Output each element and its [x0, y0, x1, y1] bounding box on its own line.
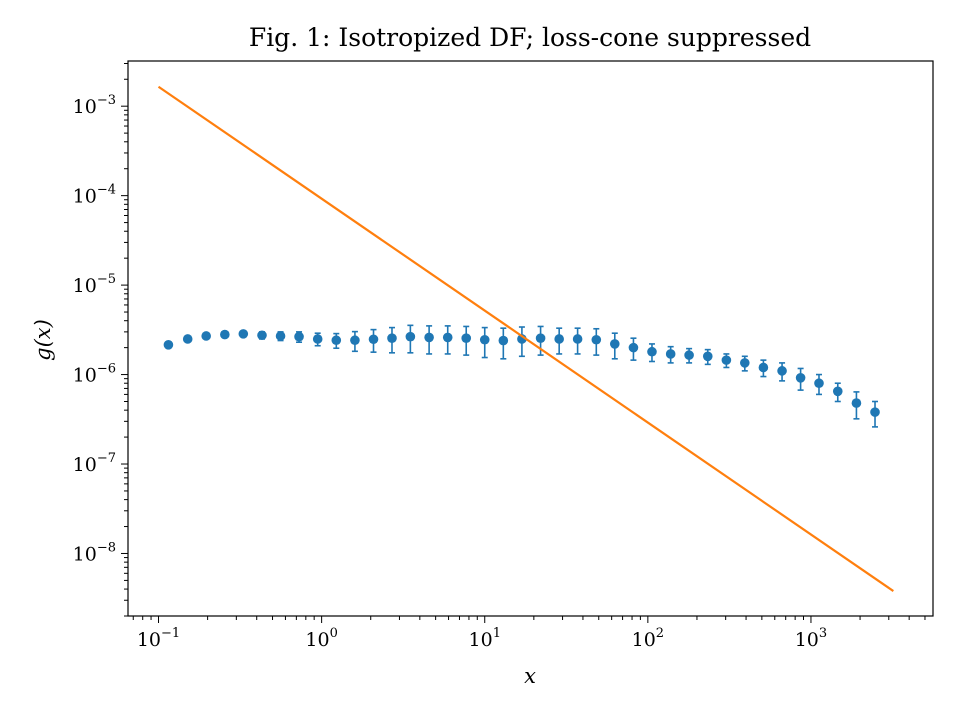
data-point: [442, 332, 453, 343]
data-point: [331, 335, 342, 346]
x-tick-label: 102: [632, 626, 664, 651]
data-point: [795, 372, 806, 383]
data-point: [182, 334, 193, 344]
data-point: [424, 332, 434, 343]
axes: 10−1 100 101 102 103 10−8 10−7 10−6 10−5 10−4 10−3: [73, 63, 926, 651]
chart-title: Fig. 1: Isotropized DF; loss-cone suppre…: [249, 23, 811, 52]
data-point: [257, 330, 267, 341]
power-law-line: [157, 85, 894, 592]
data-point: [870, 407, 880, 417]
data-point: [721, 355, 732, 365]
x-tick-label: 101: [469, 626, 501, 651]
data-point: [498, 335, 509, 346]
data-point: [535, 333, 546, 343]
y-tick-label: 10−5: [73, 272, 116, 297]
y-tick-label: 10−6: [73, 362, 116, 387]
x-axis-label: x: [524, 664, 536, 688]
data-point: [647, 346, 657, 357]
y-tick-label: 10−3: [73, 93, 116, 118]
data-point: [554, 334, 564, 344]
data-point: [201, 331, 211, 341]
data-point: [851, 398, 862, 408]
data-point: [312, 334, 323, 344]
data-point: [238, 329, 249, 339]
data-point: [368, 334, 379, 345]
x-tick-label: 103: [795, 626, 827, 651]
data-point: [461, 333, 472, 343]
data-point: [665, 349, 676, 359]
data-point: [294, 331, 304, 342]
data-point: [777, 366, 787, 376]
data-point: [350, 335, 360, 346]
data-point: [387, 333, 397, 343]
data-point: [220, 329, 230, 340]
y-tick-label: 10−4: [73, 183, 116, 208]
data-point: [832, 386, 843, 397]
x-tick-label: 10−1: [137, 626, 180, 651]
data-point: [684, 350, 694, 360]
plot-frame: [127, 60, 934, 617]
plot-area: [157, 85, 894, 592]
data-point: [702, 351, 713, 362]
data-point: [740, 358, 750, 368]
data-point: [758, 362, 769, 373]
data-point: [591, 334, 602, 345]
data-point: [628, 342, 639, 353]
y-axis-label: g(x): [31, 319, 55, 361]
data-point: [275, 331, 286, 341]
data-point: [405, 331, 416, 342]
y-tick-label: 10−7: [73, 451, 116, 476]
x-tick-label: 100: [305, 626, 337, 651]
data-point: [479, 334, 490, 345]
y-tick-label: 10−8: [73, 540, 116, 565]
data-point: [814, 378, 824, 389]
data-point: [163, 340, 174, 350]
data-point: [609, 339, 620, 349]
data-point: [572, 334, 583, 344]
